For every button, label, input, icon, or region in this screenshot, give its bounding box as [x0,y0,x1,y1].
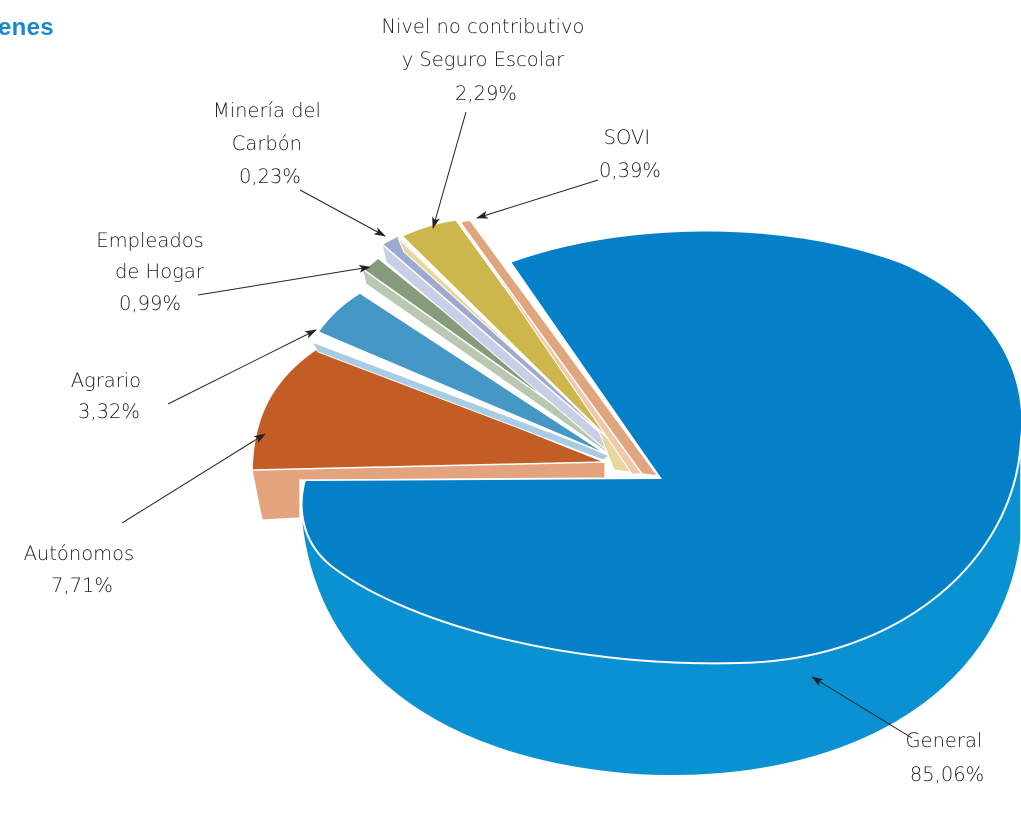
leader-sovi [476,179,599,219]
label-sovi: SOVI 0,39% [599,126,661,182]
leader-agrario [167,329,317,405]
leader-lines [121,111,913,739]
label-hogar-name-2: de Hogar [115,260,204,283]
slice-agrario [316,292,609,456]
leader-autonomos [121,433,266,524]
slice-nivel [400,219,629,459]
label-sovi-name: SOVI [604,126,650,149]
label-nivel: Nivel no contributivo y Seguro Escolar 2… [381,15,590,105]
slice-sovi-group [458,219,660,477]
label-agrario-name: Agrario [71,369,141,392]
label-nivel-name-1: Nivel no contributivo [381,15,584,38]
label-mineria: Minería del Carbón 0,23% [213,99,327,188]
label-hogar: Empleados de Hogar 0,99% [96,229,210,315]
page-title: enes [0,14,54,41]
slice-agrario-side [310,341,612,461]
label-autonomos-value: 7,71% [51,574,113,597]
label-general-value: 85,06% [910,763,984,786]
slice-autonomos-group [251,347,606,521]
slice-general [300,229,1021,665]
slice-sovi [458,219,660,477]
label-mineria-name-1: Minería del [213,99,321,122]
label-mineria-name-2: Carbón [232,132,302,155]
slice-general-group [299,229,1021,777]
slice-labels: General 85,06% Autónomos 7,71% Agrario 3… [24,15,988,786]
label-sovi-value: 0,39% [599,159,661,182]
slice-autonomos [251,347,606,471]
leader-nivel [432,111,467,229]
label-agrario-value: 3,32% [78,400,140,423]
label-autonomos: Autónomos 7,71% [24,542,141,597]
label-autonomos-name: Autónomos [24,542,135,565]
label-nivel-name-2: y Seguro Escolar [402,48,564,71]
label-nivel-value: 2,29% [455,82,517,105]
leader-hogar [197,264,371,296]
label-hogar-value: 0,99% [119,292,181,315]
label-hogar-name-1: Empleados [96,229,204,252]
slice-agrario-group [310,292,612,461]
label-general-name: General [905,729,982,752]
label-agrario: Agrario 3,32% [71,369,148,423]
label-general: General 85,06% [905,729,988,786]
leader-general [811,676,913,739]
slice-mineria [380,235,619,449]
leader-mineria [299,189,386,237]
label-mineria-value: 0,23% [239,165,301,188]
